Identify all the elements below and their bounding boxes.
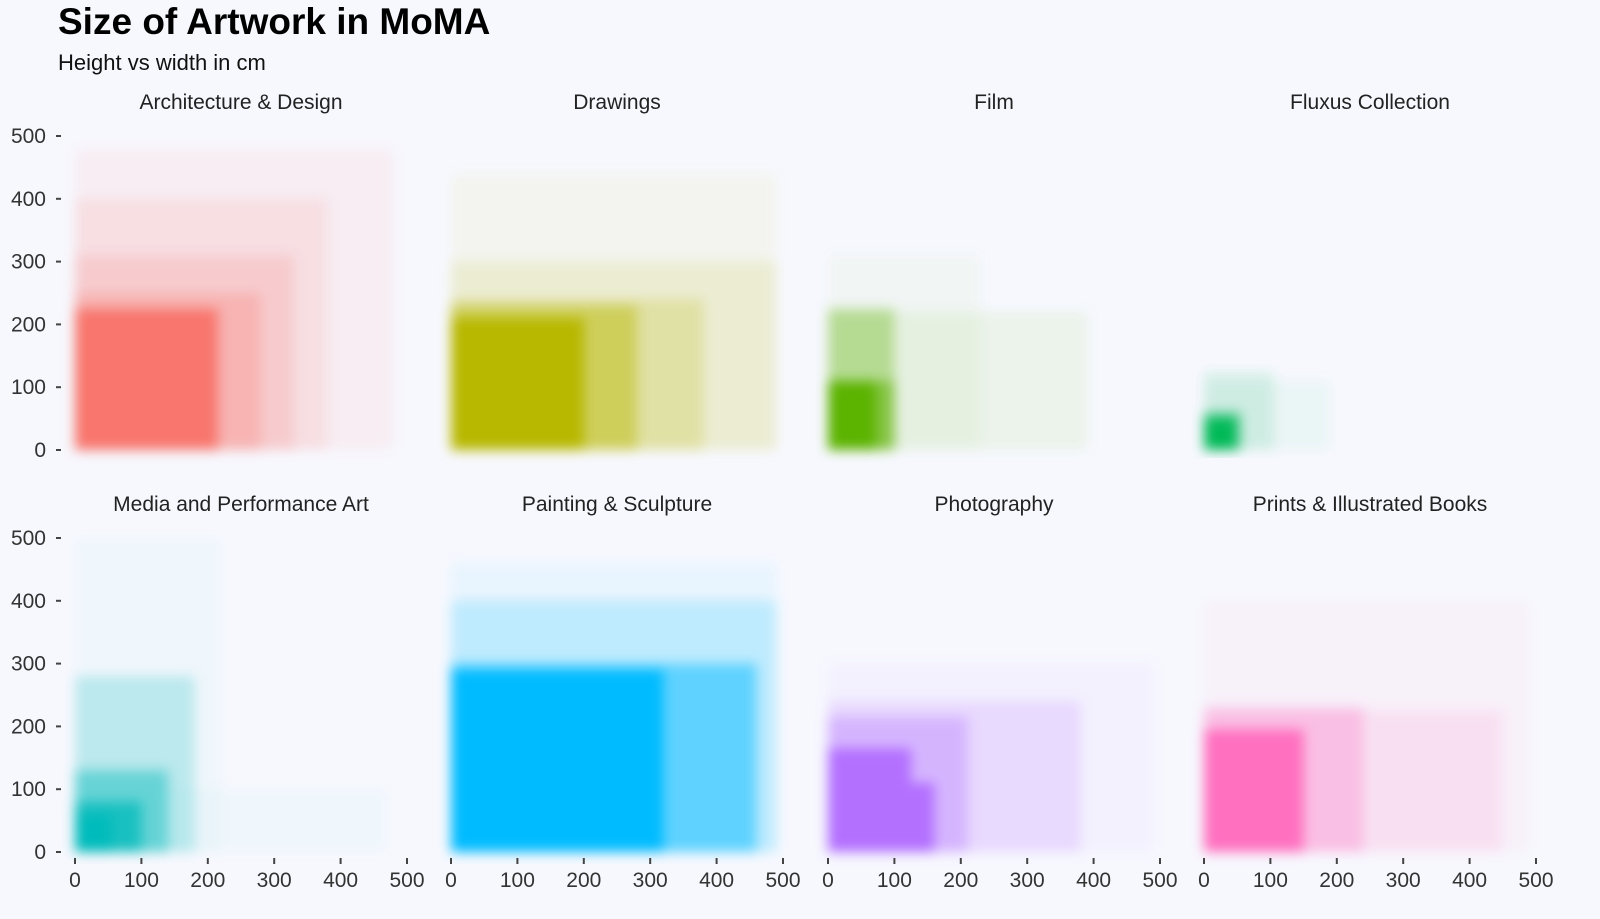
x-tick-label: 0 [1198, 869, 1210, 892]
y-tick-label: 100 [11, 376, 46, 399]
density-layer [451, 563, 777, 852]
y-tick-label: 0 [34, 841, 46, 864]
x-tick-label: 100 [877, 869, 912, 892]
x-tick-label: 500 [1518, 869, 1553, 892]
y-tick-label: 300 [11, 251, 46, 274]
x-tick-label: 400 [1076, 869, 1111, 892]
x-tick-label: 200 [566, 869, 601, 892]
facet-title: Prints & Illustrated Books [1253, 493, 1488, 516]
facet-title: Photography [934, 493, 1054, 516]
x-tick-label: 300 [257, 869, 292, 892]
density-region [451, 669, 664, 852]
x-tick-label: 200 [943, 869, 978, 892]
x-tick-label: 100 [124, 869, 159, 892]
y-tick-label: 500 [11, 527, 46, 550]
x-tick-label: 400 [323, 869, 358, 892]
x-tick-label: 0 [69, 869, 81, 892]
density-layer [828, 663, 1154, 852]
facet-title: Painting & Sculpture [522, 493, 712, 516]
x-tick-label: 100 [500, 869, 535, 892]
y-tick-label: 300 [11, 653, 46, 676]
density-layer [828, 255, 1087, 450]
facet-panel: Media and Performance Art 0 100 200 300 400 50… [11, 493, 425, 892]
facet-title: Media and Performance Art [113, 493, 369, 516]
y-tick-label: 200 [11, 313, 46, 336]
x-tick-label: 200 [1319, 869, 1354, 892]
density-region [828, 782, 935, 852]
y-tick-label: 0 [34, 439, 46, 462]
y-tick-label: 100 [11, 778, 46, 801]
x-tick-label: 200 [190, 869, 225, 892]
density-layer [1204, 600, 1530, 852]
panels: Architecture & Design 0 100 200 300 400 500 Dra… [11, 91, 1554, 892]
x-tick-label: 300 [633, 869, 668, 892]
density-layer [451, 173, 777, 450]
facet-title: Fluxus Collection [1290, 91, 1450, 114]
density-layer [75, 676, 195, 852]
x-tick-label: 0 [822, 869, 834, 892]
x-tick-label: 300 [1386, 869, 1421, 892]
density-region [451, 318, 584, 450]
x-tick-label: 400 [699, 869, 734, 892]
facet-panel: Architecture & Design 0 100 200 300 400 500 [11, 91, 394, 462]
y-tick-label: 400 [11, 590, 46, 613]
x-tick-label: 0 [445, 869, 457, 892]
facet-title: Architecture & Design [139, 91, 342, 114]
x-tick-label: 500 [1142, 869, 1177, 892]
y-tick-label: 400 [11, 188, 46, 211]
chart-title: Size of Artwork in MoMA [58, 1, 490, 42]
x-tick-label: 500 [389, 869, 424, 892]
facet-title: Film [974, 91, 1014, 114]
density-layer [75, 148, 394, 450]
density-region [1204, 729, 1304, 852]
facet-panel: Photography 0 100 200 300 400 500 [822, 493, 1177, 892]
chart-subtitle: Height vs width in cm [58, 50, 266, 75]
density-region [75, 814, 112, 852]
facet-panel: Drawings [451, 91, 777, 450]
y-tick-label: 500 [11, 125, 46, 148]
facet-panel: Fluxus Collection [1204, 91, 1450, 450]
facet-panel: Painting & Sculpture 0 100 200 300 400 500 [445, 493, 800, 892]
x-tick-label: 300 [1010, 869, 1045, 892]
density-region [828, 380, 876, 450]
density-layer [1204, 371, 1331, 450]
density-region [75, 308, 218, 450]
density-region [1204, 418, 1236, 450]
x-tick-label: 400 [1452, 869, 1487, 892]
facet-panel: Prints & Illustrated Books 0 100 200 300 400 5… [1198, 493, 1553, 892]
facet-title: Drawings [573, 91, 661, 114]
y-tick-label: 200 [11, 715, 46, 738]
x-tick-label: 100 [1253, 869, 1288, 892]
x-tick-label: 500 [765, 869, 800, 892]
facet-panel: Film [828, 91, 1087, 450]
